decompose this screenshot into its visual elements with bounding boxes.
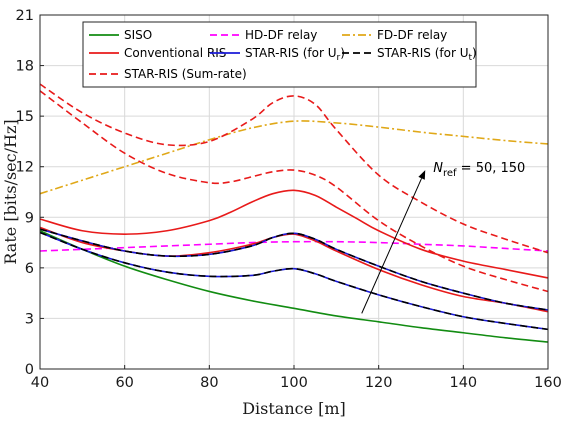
legend-label-sub: r: [337, 53, 341, 63]
legend-label-2: STAR-RIS (Sum-rate): [124, 67, 247, 81]
legend-label-3: HD-DF relay: [245, 28, 317, 42]
legend-box: [82, 21, 477, 88]
y-tick-label: 3: [25, 311, 34, 327]
series-line-1: [39, 240, 549, 252]
x-tick-label: 160: [534, 375, 562, 391]
x-tick-label: 40: [31, 375, 49, 391]
legend-label-5: FD-DF relay: [377, 28, 447, 42]
y-axis-title: Rate [bits/sec/Hz]: [1, 119, 20, 264]
x-axis-title: Distance [m]: [242, 399, 346, 418]
series-line-10: [39, 231, 549, 331]
y-tick-label: 0: [25, 362, 34, 378]
legend-label-main: FD-DF relay: [377, 28, 447, 42]
annotation: Nref = 50, 150: [361, 161, 525, 314]
legend-label-after: ): [472, 46, 477, 60]
y-tick-label: 18: [16, 59, 34, 75]
legend-label-main: STAR-RIS (Sum-rate): [124, 67, 247, 81]
y-tick-label: 21: [16, 8, 34, 24]
x-tick-label: 60: [115, 375, 133, 391]
x-tick-label: 140: [449, 375, 477, 391]
annotation-arrow: [361, 178, 423, 314]
legend-label-main: HD-DF relay: [245, 28, 317, 42]
legend-label-sub: t: [469, 53, 473, 63]
series-line-9: [39, 228, 549, 311]
axis-ticks: 40 60 80 100 120 140 160 0 3 6 9 12 15 18 21: [16, 8, 562, 391]
annotation-arrowhead: [418, 170, 426, 180]
annotation-n: N: [433, 161, 443, 176]
legend-label-main: STAR-RIS (for U: [245, 46, 337, 60]
annotation-values: = 50, 150: [457, 161, 526, 176]
legend-label-main: SISO: [124, 28, 152, 42]
series-line-6: [39, 90, 549, 293]
x-tick-label: 80: [200, 375, 218, 391]
series-line-0: [39, 230, 549, 343]
series-line-5: [39, 83, 549, 254]
legend-label-0: SISO: [124, 28, 152, 42]
series-lines: [39, 83, 549, 343]
annotation-label: Nref = 50, 150: [433, 161, 525, 179]
x-tick-label: 120: [365, 375, 393, 391]
series-line-3: [39, 189, 549, 279]
y-tick-label: 9: [25, 210, 34, 226]
annotation-sub: ref: [443, 168, 457, 179]
legend-label-6: STAR-RIS (for Ut): [377, 46, 477, 63]
legend-label-1: Conventional RIS: [124, 46, 226, 60]
legend-label-main: STAR-RIS (for U: [377, 46, 469, 60]
y-tick-label: 6: [25, 261, 34, 277]
y-tick-label: 15: [16, 109, 34, 125]
y-tick-label: 12: [16, 160, 34, 176]
x-tick-label: 100: [280, 375, 308, 391]
series-line-2: [39, 120, 549, 195]
legend-label-main: Conventional RIS: [124, 46, 226, 60]
legend: SISO Conventional RIS STAR-RIS (Sum-rate) H…: [82, 21, 477, 88]
